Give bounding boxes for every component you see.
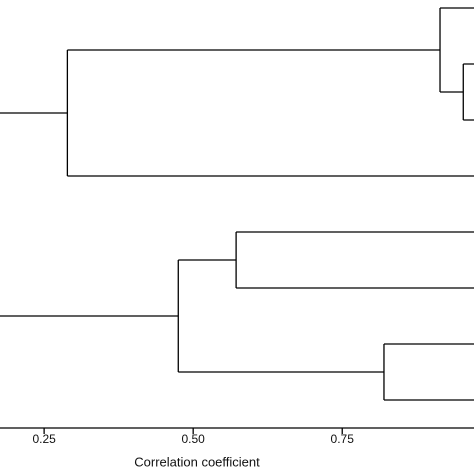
- x-tick-label: 0.25: [32, 432, 56, 446]
- x-tick-label: 0.50: [181, 432, 205, 446]
- x-tick-label: 0.75: [331, 432, 355, 446]
- x-axis-label: Correlation coefficient: [134, 454, 260, 469]
